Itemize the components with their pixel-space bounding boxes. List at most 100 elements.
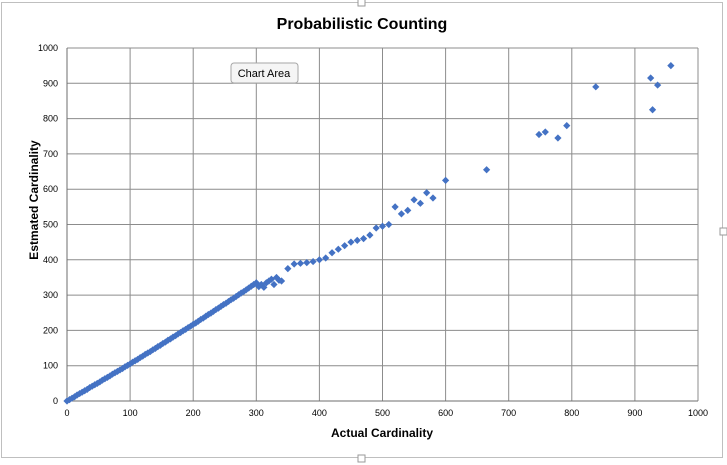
chart-area-tooltip-label: Chart Area bbox=[238, 68, 291, 80]
data-point bbox=[113, 367, 122, 375]
data-point bbox=[442, 176, 450, 184]
data-point bbox=[341, 242, 349, 250]
y-tick-label: 600 bbox=[43, 184, 58, 194]
x-axis-title: Actual Cardinality bbox=[331, 426, 433, 440]
data-point bbox=[98, 376, 106, 384]
data-point bbox=[156, 341, 164, 349]
y-axis-tick-labels: 0 100 200 300 400 500 600 700 800 900 1000 bbox=[38, 43, 58, 406]
chart-title: Probabilistic Counting bbox=[277, 16, 448, 33]
data-point bbox=[204, 310, 212, 319]
y-tick-label: 900 bbox=[43, 78, 58, 88]
data-point bbox=[554, 134, 562, 142]
x-tick-label: 200 bbox=[186, 408, 201, 418]
x-tick-label: 1000 bbox=[688, 408, 708, 418]
data-point bbox=[315, 256, 323, 264]
data-point bbox=[199, 314, 207, 322]
data-point bbox=[219, 301, 228, 309]
data-point bbox=[88, 382, 96, 390]
data-point bbox=[391, 203, 399, 211]
data-point bbox=[404, 206, 412, 214]
data-point bbox=[232, 292, 240, 301]
x-tick-label: 400 bbox=[312, 408, 327, 418]
data-point bbox=[385, 220, 393, 229]
data-point bbox=[654, 81, 662, 89]
data-point bbox=[227, 296, 235, 304]
y-tick-label: 100 bbox=[43, 361, 58, 371]
chart-selection-handles bbox=[357, 0, 727, 463]
data-point bbox=[303, 259, 311, 267]
data-point bbox=[214, 304, 223, 312]
data-point bbox=[209, 307, 217, 315]
data-point bbox=[270, 280, 278, 289]
data-point bbox=[667, 62, 675, 70]
data-point bbox=[648, 106, 657, 114]
data-point bbox=[647, 74, 655, 82]
x-tick-label: 800 bbox=[564, 408, 579, 418]
data-point bbox=[70, 393, 79, 401]
data-point bbox=[151, 344, 159, 353]
data-point bbox=[359, 235, 368, 243]
data-point bbox=[416, 199, 424, 207]
data-point bbox=[265, 277, 273, 285]
data-point bbox=[255, 283, 263, 291]
data-point bbox=[410, 196, 418, 204]
data-point bbox=[116, 366, 124, 374]
data-point bbox=[372, 224, 380, 232]
data-point bbox=[202, 312, 210, 320]
data-point bbox=[563, 122, 571, 130]
x-tick-label: 300 bbox=[249, 408, 264, 418]
data-point bbox=[309, 257, 317, 266]
data-point bbox=[267, 275, 276, 283]
y-tick-label: 1000 bbox=[38, 43, 58, 53]
x-tick-label: 0 bbox=[64, 408, 69, 418]
data-point bbox=[161, 338, 170, 346]
y-tick-label: 400 bbox=[43, 255, 58, 265]
data-point bbox=[247, 282, 255, 290]
chart-area-tooltip: Chart Area bbox=[230, 62, 299, 84]
data-point bbox=[93, 379, 101, 387]
y-tick-label: 300 bbox=[43, 290, 58, 300]
data-point bbox=[121, 363, 129, 371]
x-tick-label: 500 bbox=[375, 408, 390, 418]
data-point bbox=[118, 364, 127, 373]
data-point bbox=[260, 283, 268, 291]
data-point bbox=[73, 391, 81, 399]
y-tick-label: 700 bbox=[43, 149, 58, 159]
data-point bbox=[101, 375, 109, 383]
data-point bbox=[328, 249, 336, 257]
data-point bbox=[334, 245, 342, 253]
data-point bbox=[347, 238, 355, 246]
data-point bbox=[65, 395, 74, 404]
data-point bbox=[224, 297, 233, 306]
data-point bbox=[91, 381, 99, 389]
data-points bbox=[63, 62, 675, 405]
data-point bbox=[290, 260, 298, 268]
data-point bbox=[197, 315, 205, 324]
y-tick-label: 500 bbox=[43, 220, 58, 230]
data-point bbox=[535, 130, 543, 139]
x-tick-label: 600 bbox=[438, 408, 453, 418]
data-point bbox=[277, 277, 286, 285]
x-tick-label: 700 bbox=[501, 408, 516, 418]
x-axis-tick-labels: 0 100 200 300 400 500 600 700 800 900 1000 bbox=[64, 408, 708, 418]
data-point bbox=[257, 280, 265, 289]
data-point bbox=[592, 83, 600, 91]
data-point bbox=[483, 166, 491, 174]
data-point bbox=[353, 236, 361, 244]
y-tick-label: 200 bbox=[43, 325, 58, 335]
data-point bbox=[296, 259, 305, 267]
y-tick-label: 0 bbox=[53, 396, 58, 406]
plot-grid bbox=[66, 47, 699, 402]
data-point bbox=[111, 369, 119, 377]
data-point bbox=[229, 294, 238, 302]
x-tick-label: 900 bbox=[627, 408, 642, 418]
data-point bbox=[207, 309, 215, 317]
y-axis-title: Estmated Cardinality bbox=[27, 140, 41, 260]
data-point bbox=[397, 210, 406, 218]
data-point bbox=[129, 358, 137, 366]
chart-frame bbox=[1, 2, 723, 458]
data-point bbox=[284, 265, 292, 273]
data-point bbox=[322, 254, 330, 262]
data-point bbox=[68, 394, 76, 402]
